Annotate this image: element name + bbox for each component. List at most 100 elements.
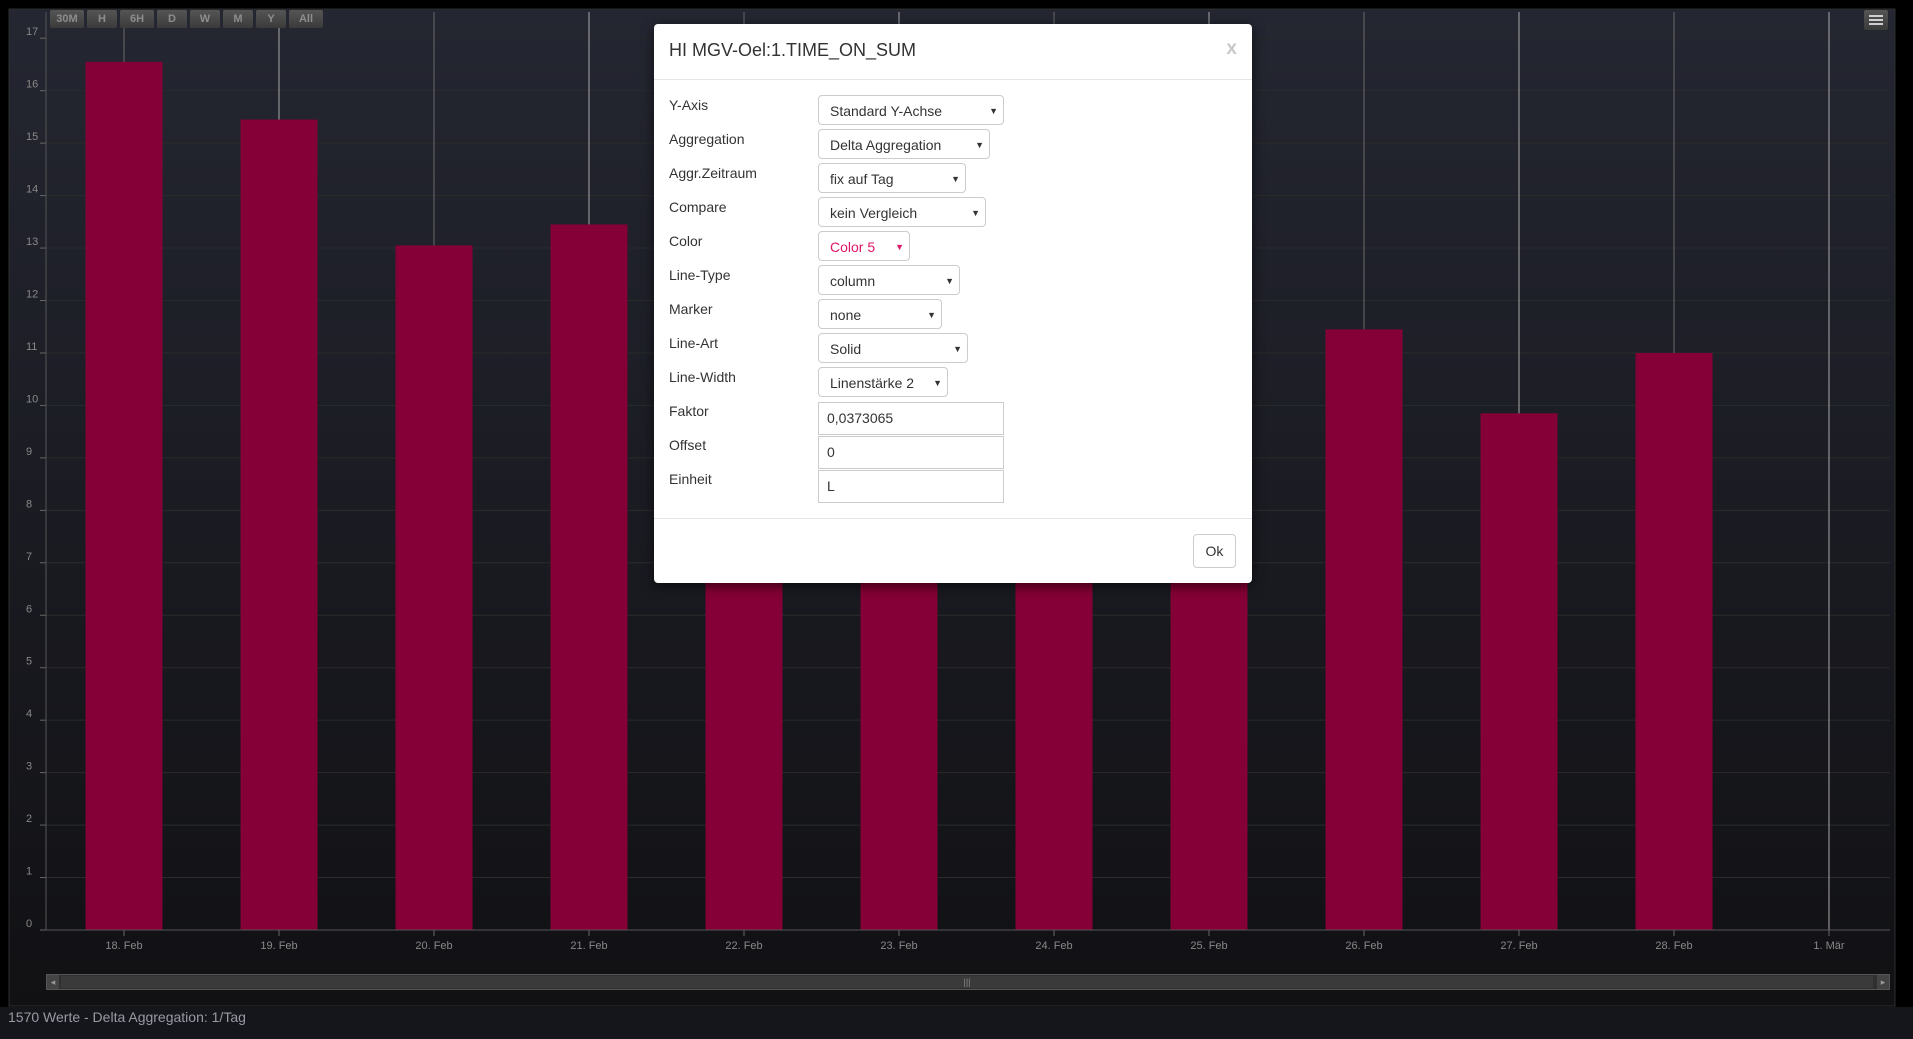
- compare-value: kein Vergleich: [830, 205, 918, 221]
- bar-21-feb[interactable]: [550, 224, 628, 931]
- x-tick-label: 20. Feb: [415, 940, 452, 952]
- bar-22-feb[interactable]: [705, 562, 783, 930]
- range-button-m[interactable]: M: [223, 10, 253, 28]
- bar-27-feb[interactable]: [1480, 413, 1558, 931]
- factor-label: Faktor: [669, 403, 709, 419]
- series-settings-dialog: HI MGV-Oel:1.TIME_ON_SUM x Y-Axis Standa…: [654, 24, 1252, 583]
- bar-25-feb[interactable]: [1170, 562, 1248, 930]
- y-axis-value: Standard Y-Achse: [830, 103, 943, 119]
- line-width-select[interactable]: Linenstärke 2 ▼: [818, 367, 948, 397]
- marker-label: Marker: [669, 301, 713, 317]
- x-tick-label: 27. Feb: [1500, 940, 1537, 952]
- y-tick-label: 11: [26, 341, 37, 353]
- x-tick-label: 22. Feb: [725, 940, 762, 952]
- dropdown-arrow-icon: ▼: [933, 378, 942, 388]
- line-art-value: Solid: [830, 341, 862, 357]
- dropdown-arrow-icon: ▼: [895, 242, 904, 252]
- line-type-label: Line-Type: [669, 267, 731, 283]
- bar-23-feb[interactable]: [860, 562, 938, 930]
- chart-menu-button[interactable]: [1864, 10, 1888, 30]
- aggregation-label: Aggregation: [669, 131, 745, 147]
- y-tick-label: 6: [26, 603, 32, 615]
- bar-26-feb[interactable]: [1325, 329, 1403, 930]
- bar-24-feb[interactable]: [1015, 562, 1093, 930]
- y-tick-label: 17: [26, 26, 38, 38]
- range-button-d[interactable]: D: [157, 10, 187, 28]
- compare-select[interactable]: kein Vergleich ▼: [818, 197, 986, 227]
- dropdown-arrow-icon: ▼: [975, 140, 984, 150]
- range-button-6h[interactable]: 6H: [120, 10, 154, 28]
- x-tick-label: 1. Mär: [1813, 940, 1845, 952]
- x-tick-label: 25. Feb: [1190, 940, 1227, 952]
- line-art-label: Line-Art: [669, 335, 719, 351]
- status-text: 1570 Werte - Delta Aggregation: 1/Tag: [8, 1009, 246, 1025]
- y-tick-label: 9: [26, 446, 32, 458]
- x-tick-label: 18. Feb: [105, 940, 142, 952]
- line-width-label: Line-Width: [669, 369, 736, 385]
- close-button[interactable]: x: [1226, 38, 1237, 59]
- ok-button[interactable]: Ok: [1193, 534, 1236, 568]
- bar-18-feb[interactable]: [85, 61, 163, 930]
- y-tick-label: 13: [26, 236, 38, 248]
- dialog-footer-divider: [654, 518, 1252, 519]
- range-button-y[interactable]: Y: [256, 10, 286, 28]
- y-axis-select[interactable]: Standard Y-Achse ▼: [818, 95, 1004, 125]
- dropdown-arrow-icon: ▼: [989, 106, 998, 116]
- y-tick-label: 5: [26, 656, 32, 668]
- bar-20-feb[interactable]: [395, 245, 473, 931]
- x-tick-label: 23. Feb: [880, 940, 917, 952]
- range-button-30m[interactable]: 30M: [50, 10, 84, 28]
- chart-scrollbar[interactable]: ◂ ||| ▸: [46, 974, 1890, 990]
- y-tick-label: 0: [26, 918, 32, 930]
- aggr-period-label: Aggr.Zeitraum: [669, 165, 757, 181]
- scroll-left-arrow-icon[interactable]: ◂: [47, 975, 59, 989]
- line-type-value: column: [830, 273, 876, 289]
- line-art-select[interactable]: Solid ▼: [818, 333, 968, 363]
- dropdown-arrow-icon: ▼: [951, 174, 960, 184]
- bar-19-feb[interactable]: [240, 119, 318, 931]
- color-value: Color 5: [830, 239, 876, 255]
- unit-input[interactable]: L: [818, 470, 1004, 503]
- dialog-title: HI MGV-Oel:1.TIME_ON_SUM: [669, 40, 917, 60]
- aggregation-value: Delta Aggregation: [830, 137, 942, 153]
- dropdown-arrow-icon: ▼: [971, 208, 980, 218]
- marker-value: none: [830, 307, 862, 323]
- y-tick-label: 10: [26, 393, 38, 405]
- y-tick-label: 4: [26, 708, 32, 720]
- range-button-w[interactable]: W: [190, 10, 220, 28]
- bar-28-feb[interactable]: [1635, 352, 1713, 930]
- line-type-select[interactable]: column ▼: [818, 265, 960, 295]
- x-tick-label: 19. Feb: [260, 940, 297, 952]
- y-tick-label: 8: [26, 498, 32, 510]
- marker-select[interactable]: none ▼: [818, 299, 942, 329]
- y-tick-label: 12: [26, 289, 38, 301]
- x-tick-label: 21. Feb: [570, 940, 607, 952]
- x-tick-label: 24. Feb: [1035, 940, 1072, 952]
- offset-label: Offset: [669, 437, 707, 453]
- aggr-period-select[interactable]: fix auf Tag ▼: [818, 163, 966, 193]
- dropdown-arrow-icon: ▼: [953, 344, 962, 354]
- dropdown-arrow-icon: ▼: [927, 310, 936, 320]
- scrollbar-thumb[interactable]: |||: [61, 976, 1873, 988]
- range-button-h[interactable]: H: [87, 10, 117, 28]
- factor-input[interactable]: 0,0373065: [818, 402, 1004, 435]
- x-tick-label: 28. Feb: [1655, 940, 1692, 952]
- offset-input[interactable]: 0: [818, 436, 1004, 469]
- color-select[interactable]: Color 5 ▼: [818, 231, 910, 261]
- aggregation-select[interactable]: Delta Aggregation ▼: [818, 129, 990, 159]
- x-tick-label: 26. Feb: [1345, 940, 1382, 952]
- scroll-right-arrow-icon[interactable]: ▸: [1877, 975, 1889, 989]
- range-button-all[interactable]: All: [289, 10, 323, 28]
- compare-label: Compare: [669, 199, 727, 215]
- color-label: Color: [669, 233, 703, 249]
- y-axis-label: Y-Axis: [669, 97, 709, 113]
- menu-icon: [1869, 23, 1883, 25]
- line-width-value: Linenstärke 2: [830, 375, 915, 391]
- unit-label: Einheit: [669, 471, 712, 487]
- y-tick-label: 14: [26, 184, 38, 196]
- y-tick-label: 16: [26, 79, 38, 91]
- y-tick-label: 1: [26, 866, 32, 878]
- aggr-period-value: fix auf Tag: [830, 171, 894, 187]
- y-tick-label: 2: [26, 813, 32, 825]
- dialog-header: HI MGV-Oel:1.TIME_ON_SUM x: [654, 24, 1252, 80]
